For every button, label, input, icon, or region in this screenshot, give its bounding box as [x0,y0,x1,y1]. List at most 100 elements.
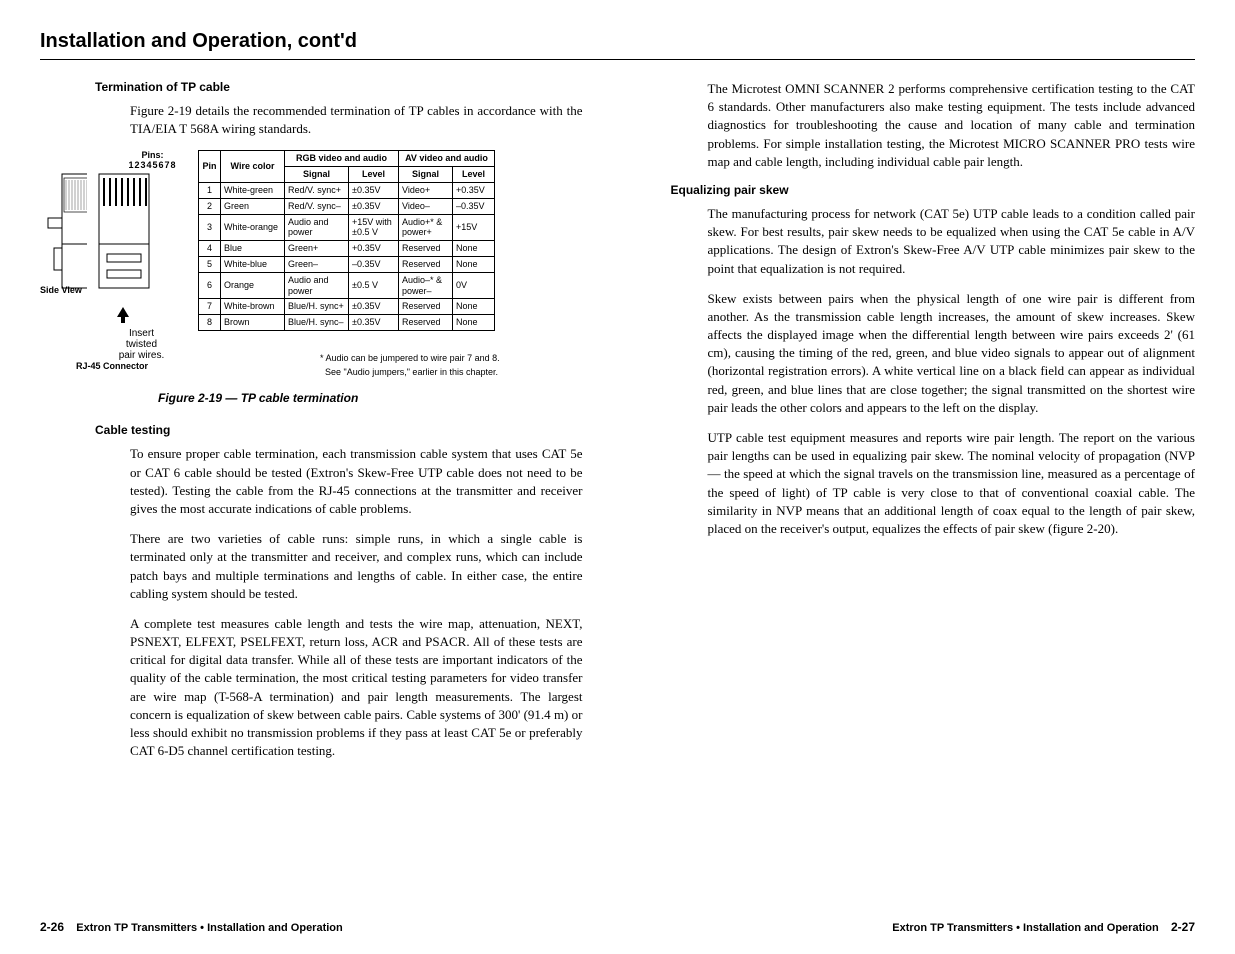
rj45-diagram: Pins: 12345678 [40,150,190,375]
footer-right: Extron TP Transmitters • Installation an… [892,920,1195,934]
equalizing-p2: Skew exists between pairs when the physi… [708,290,1196,417]
footer-right-text: Extron TP Transmitters • Installation an… [892,922,1158,934]
table-cell: +15V [453,214,495,241]
table-cell: Green [221,198,285,214]
table-cell: Video– [399,198,453,214]
table-row: 2GreenRed/V. sync–±0.35VVideo––0.35V [199,198,495,214]
left-column: Termination of TP cable Figure 2-19 deta… [40,80,583,772]
equalizing-p1: The manufacturing process for network (C… [708,205,1196,278]
table-row: 4BlueGreen++0.35VReservedNone [199,241,495,257]
cable-testing-heading: Cable testing [95,423,583,437]
page-title: Installation and Operation, cont'd [40,30,1195,60]
table-cell: Blue/H. sync+ [285,299,349,315]
termination-heading: Termination of TP cable [95,80,583,94]
cable-testing-p3: A complete test measures cable length an… [130,615,583,761]
table-cell: 0V [453,272,495,299]
table-cell: Audio+* & power+ [399,214,453,241]
microtest-para: The Microtest OMNI SCANNER 2 performs co… [708,80,1196,171]
th-rgb-signal: Signal [285,167,349,183]
table-cell: ±0.35V [349,182,399,198]
cable-testing-p1: To ensure proper cable termination, each… [130,445,583,518]
table-cell: None [453,315,495,331]
th-pin: Pin [199,151,221,183]
table-cell: Reserved [399,299,453,315]
table-cell: Green+ [285,241,349,257]
table-cell: Green– [285,256,349,272]
table-cell: Audio–* & power– [399,272,453,299]
termination-intro: Figure 2-19 details the recommended term… [130,102,583,138]
page-footer: 2-26 Extron TP Transmitters • Installati… [40,920,1195,934]
table-row: 6OrangeAudio and power±0.5 VAudio–* & po… [199,272,495,299]
table-cell: ±0.5 V [349,272,399,299]
table-cell: 8 [199,315,221,331]
th-rgb-level: Level [349,167,399,183]
table-cell: 1 [199,182,221,198]
table-cell: +0.35V [453,182,495,198]
arrow-up-icon [93,305,153,323]
table-cell: Audio and power [285,214,349,241]
table-cell: Orange [221,272,285,299]
table-cell: Reserved [399,315,453,331]
pins-word: Pins: [115,150,190,160]
page-number-right: 2-27 [1171,920,1195,934]
figure-2-19: Pins: 12345678 [40,150,583,405]
table-cell: White-blue [221,256,285,272]
cable-testing-p2: There are two varieties of cable runs: s… [130,530,583,603]
table-cell: White-orange [221,214,285,241]
th-wire: Wire color [221,151,285,183]
table-cell: 7 [199,299,221,315]
pinout-table: Pin Wire color RGB video and audio AV vi… [198,150,495,331]
figure-caption: Figure 2-19 — TP cable termination [158,391,583,405]
footnote-line2: See "Audio jumpers," earlier in this cha… [325,367,583,377]
table-cell: Red/V. sync– [285,198,349,214]
pins-numbers: 12345678 [115,160,190,170]
table-cell: –0.35V [453,198,495,214]
table-cell: Audio and power [285,272,349,299]
insert-line2: twisted [93,339,190,350]
table-cell: ±0.35V [349,198,399,214]
table-cell: Brown [221,315,285,331]
table-cell: Video+ [399,182,453,198]
table-cell: Reserved [399,241,453,257]
equalizing-p3: UTP cable test equipment measures and re… [708,429,1196,538]
table-cell: Red/V. sync+ [285,182,349,198]
table-cell: White-brown [221,299,285,315]
table-cell: 3 [199,214,221,241]
rj45-side-icon [40,170,87,300]
table-cell: 5 [199,256,221,272]
equalizing-heading: Equalizing pair skew [671,183,1196,197]
th-av-group: AV video and audio [399,151,495,167]
table-cell: White-green [221,182,285,198]
table-cell: 6 [199,272,221,299]
table-cell: None [453,256,495,272]
table-cell: None [453,299,495,315]
th-rgb-group: RGB video and audio [285,151,399,167]
table-row: 7White-brownBlue/H. sync+±0.35VReservedN… [199,299,495,315]
table-cell: 4 [199,241,221,257]
insert-line1: Insert [93,328,190,339]
table-cell: Blue [221,241,285,257]
page-number-left: 2-26 [40,920,64,934]
footnote-line1: * Audio can be jumpered to wire pair 7 a… [320,353,583,363]
table-cell: ±0.35V [349,299,399,315]
table-cell: Reserved [399,256,453,272]
right-column: The Microtest OMNI SCANNER 2 performs co… [653,80,1196,772]
table-row: 5White-blueGreen––0.35VReservedNone [199,256,495,272]
footer-left-text: Extron TP Transmitters • Installation an… [76,922,342,934]
table-cell: Blue/H. sync– [285,315,349,331]
table-cell: +0.35V [349,241,399,257]
insert-line3: pair wires. [93,350,190,361]
table-cell: +15V with ±0.5 V [349,214,399,241]
table-row: 3White-orangeAudio and power+15V with ±0… [199,214,495,241]
th-av-level: Level [453,167,495,183]
th-av-signal: Signal [399,167,453,183]
content-columns: Termination of TP cable Figure 2-19 deta… [40,80,1195,772]
table-cell: None [453,241,495,257]
side-view-label: Side View [40,285,95,295]
table-row: 1White-greenRed/V. sync+±0.35VVideo++0.3… [199,182,495,198]
footer-left: 2-26 Extron TP Transmitters • Installati… [40,920,343,934]
table-cell: 2 [199,198,221,214]
table-row: 8BrownBlue/H. sync–±0.35VReservedNone [199,315,495,331]
rj45-end-icon [93,170,153,300]
table-cell: ±0.35V [349,315,399,331]
